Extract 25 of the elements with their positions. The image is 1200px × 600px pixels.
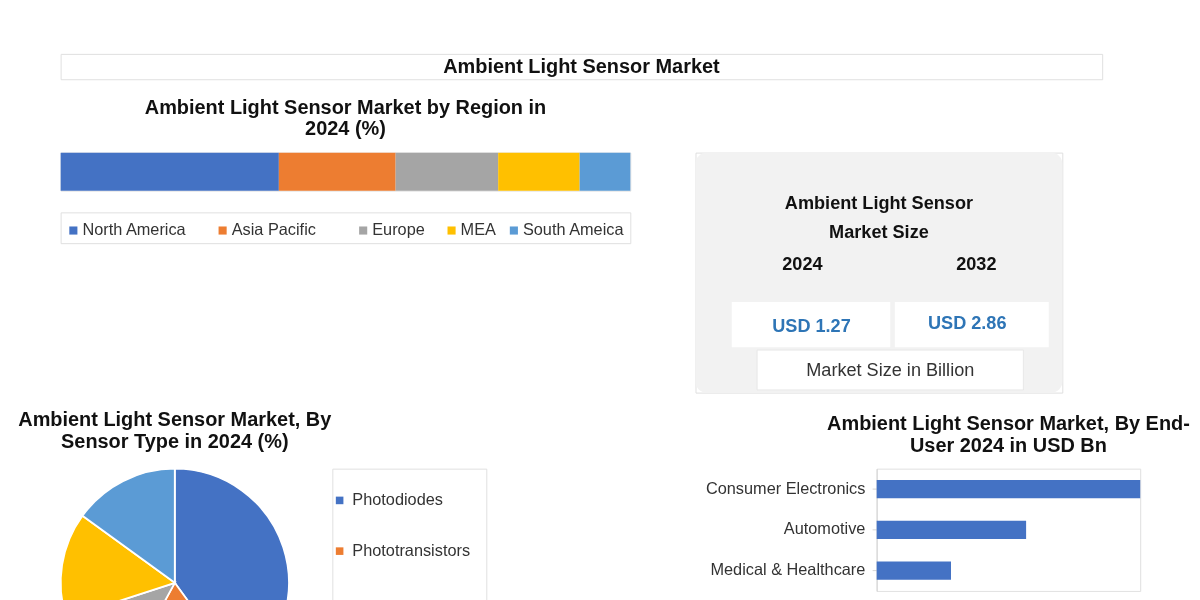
chart-title: Ambient Light Sensor Market, By End-User 2024 in USD Bn: [827, 411, 1190, 456]
text: USD 1.27: [772, 315, 851, 336]
y-tick-label: Medical & Healthcare: [710, 560, 866, 579]
text: Market Size in Billion: [806, 360, 975, 381]
legend-label: Photodiodes: [352, 489, 443, 508]
legend-label: South Ameica: [522, 220, 625, 239]
y-tick-label: Automotive: [783, 519, 866, 538]
chart-title: Ambient Light Sensor Market, By Sensor Type in 2024 (%): [18, 408, 332, 452]
legend-label: Europe: [372, 220, 425, 239]
bar: [395, 152, 499, 191]
bar: [60, 152, 279, 191]
text: 2032: [956, 254, 997, 275]
bar: [498, 152, 580, 191]
legend-label: Asia Pacific: [231, 220, 316, 239]
legend-label: Phototransistors: [352, 540, 471, 559]
chart-title: Ambient Light Sensor Market by Region in 2024 (%): [144, 95, 547, 140]
legend-label: North America: [82, 220, 187, 239]
bar: [278, 152, 396, 191]
y-tick-label: Consumer Electronics: [705, 478, 866, 497]
bar: [579, 152, 631, 191]
legend-label: MEA: [460, 220, 497, 239]
text: 2024: [782, 254, 823, 275]
text: Ambient Light Sensor Market: [443, 54, 721, 77]
text: Ambient Light Sensor Market Size: [784, 192, 974, 242]
text: USD 2.86: [927, 313, 1007, 334]
